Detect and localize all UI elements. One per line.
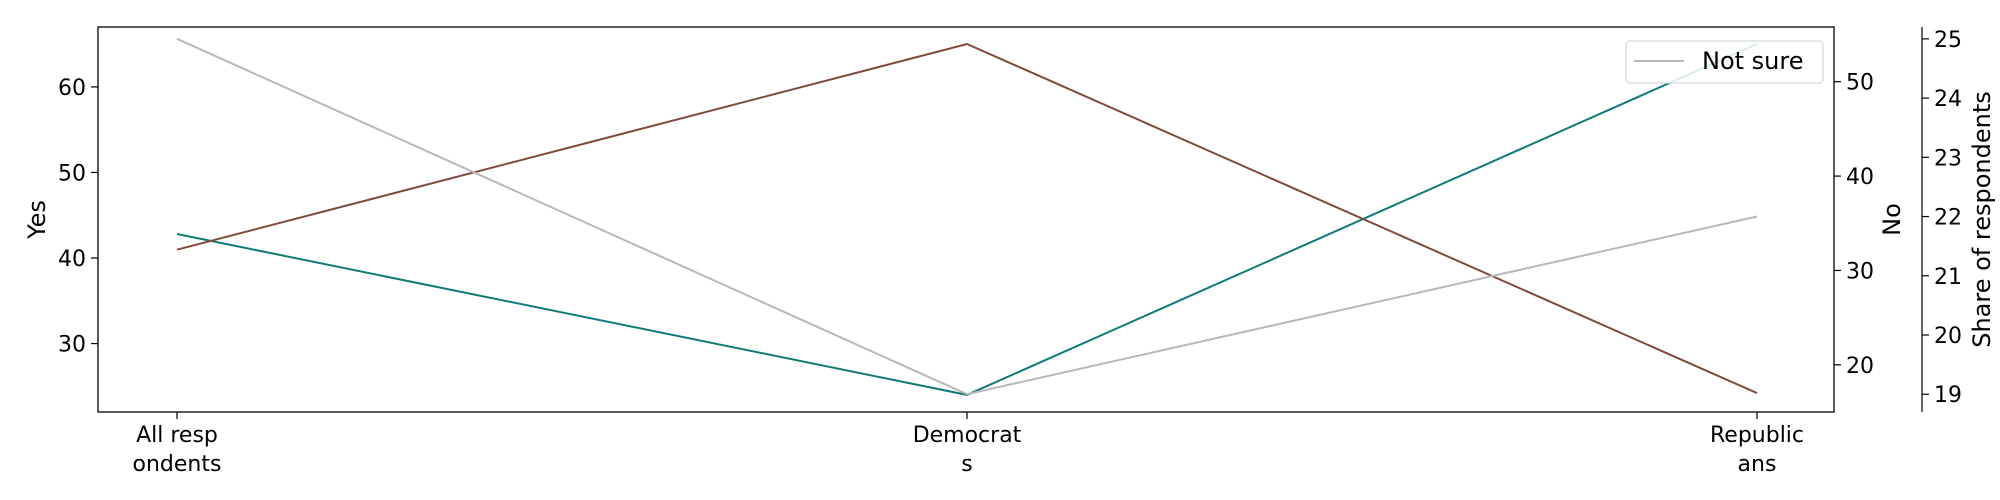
y-axis-left-title: Yes [23,200,51,240]
y-left-tick-label: 40 [58,247,86,272]
series-line-not-sure [176,37,1758,396]
y-right-no-tick-label: 40 [1846,165,1874,190]
plot-frame [97,26,1835,413]
y-right-share-tick-label: 20 [1934,324,1962,349]
y-right-share-tick-label: 24 [1934,87,1962,112]
legend: Not sure [1625,40,1824,84]
x-tick-label: All resp ondents [133,423,222,477]
y-axis-right-no: 20 30 40 50 [1834,71,1874,379]
y-right-no-tick-label: 20 [1846,354,1874,379]
y-left-tick-label: 50 [58,161,86,186]
y-right-share-tick-label: 25 [1934,28,1962,53]
legend-label-not-sure: Not sure [1702,47,1804,75]
y-right-no-tick-label: 30 [1846,259,1874,284]
y-axis-right-no-title: No [1878,203,1906,236]
x-axis: All resp ondents Democrat s Republic ans [133,412,1804,477]
x-tick-label: Republic ans [1710,423,1804,477]
y-left-tick-label: 60 [58,76,86,101]
y-axis-right-share: 19 20 21 22 23 24 25 [1921,27,1962,412]
y-right-no-tick-label: 50 [1846,71,1874,96]
y-right-share-tick-label: 23 [1934,146,1962,171]
y-axis-left: 30 40 50 60 [58,76,98,358]
series-layer [176,37,1758,396]
y-right-share-tick-label: 22 [1934,206,1962,231]
y-axis-right-share-title: Share of respondents [1968,91,1996,348]
x-tick-label: Democrat s [913,423,1022,477]
y-left-tick-label: 30 [58,333,86,358]
series-line-no [176,42,1758,395]
y-right-share-tick-label: 21 [1934,265,1962,290]
legend-box [1625,40,1824,84]
series-line-yes [176,43,1758,396]
y-right-share-tick-label: 19 [1934,383,1962,408]
